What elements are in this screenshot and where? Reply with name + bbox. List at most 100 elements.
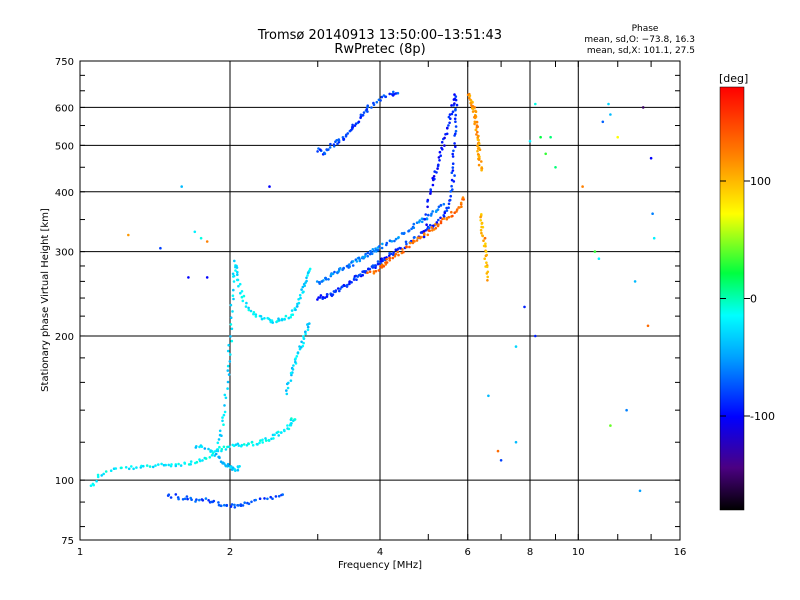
trace-point [294, 308, 297, 312]
trace-point [263, 497, 266, 500]
trace-point [270, 319, 274, 322]
trace-point [344, 135, 348, 138]
trace-point [426, 198, 430, 202]
trace-point [346, 132, 350, 135]
trace-point [240, 443, 244, 447]
trace-point [325, 295, 329, 298]
trace-point [437, 156, 441, 159]
trace-point [211, 452, 215, 455]
trace-point [284, 314, 288, 318]
x-tick-label: 16 [674, 547, 687, 558]
trace-point [476, 149, 479, 153]
trace-point [252, 311, 256, 314]
trace-point [393, 239, 396, 243]
trace-point [222, 445, 226, 449]
trace-point [455, 103, 459, 107]
trace-point [335, 139, 339, 142]
trace-point [449, 194, 453, 198]
scatter-point [514, 440, 518, 444]
trace-point [415, 221, 419, 224]
colorbar-tick-label: -100 [750, 410, 775, 423]
scatter-point [127, 233, 130, 237]
trace-point [401, 248, 404, 251]
trace-point [351, 125, 355, 129]
trace-point [164, 463, 167, 467]
trace-point [210, 449, 213, 453]
trace-point [450, 171, 454, 174]
trace-point [385, 256, 388, 259]
trace-point [408, 229, 411, 232]
trace-point [342, 137, 346, 141]
trace-point [195, 460, 199, 464]
trace-point [451, 188, 454, 191]
trace-point [405, 242, 408, 246]
trace-point [396, 91, 400, 95]
x-tick-label: 4 [377, 547, 383, 558]
trace-point [239, 504, 243, 508]
chart-title: Tromsø 20140913 13:50:00–13:51:43 [257, 28, 502, 43]
trace-point [236, 270, 239, 274]
trace-point [195, 498, 198, 501]
trace-point [468, 96, 471, 100]
scatter-point [638, 489, 642, 493]
trace-point [429, 190, 433, 193]
trace-point [370, 106, 373, 109]
trace-point [418, 219, 422, 222]
trace-point [451, 110, 455, 113]
trace-point [475, 126, 479, 129]
y-tick-label: 200 [55, 332, 74, 343]
trace-point [430, 226, 434, 229]
trace-point [306, 325, 310, 329]
trace-point [236, 468, 240, 472]
trace-point [174, 464, 178, 468]
trace-point [218, 433, 222, 437]
scatter-point [205, 240, 209, 243]
trace-point [238, 282, 242, 286]
trace-point [280, 431, 283, 434]
trace-point [453, 102, 456, 105]
phase-line-x: mean, sd,X: 101.1, 27.5 [587, 46, 695, 56]
trace-point [293, 418, 297, 421]
trace-point [109, 469, 113, 473]
trace-point [365, 108, 369, 111]
trace-point [124, 466, 128, 469]
trace-point [412, 226, 416, 230]
trace-point [226, 387, 229, 390]
trace-point [385, 261, 389, 264]
trace-point [454, 113, 458, 117]
trace-point [454, 125, 458, 128]
trace-point [454, 107, 457, 111]
trace-point [437, 223, 440, 226]
trace-point [267, 438, 271, 442]
trace-point [266, 497, 269, 501]
x-axis-label: Frequency [MHz] [338, 560, 422, 571]
trace-point [427, 213, 430, 217]
trace-point [300, 288, 303, 291]
trace-point [384, 263, 388, 266]
trace-point [432, 175, 436, 178]
scatter-point [487, 394, 490, 398]
trace-point [454, 120, 457, 123]
trace-point [221, 416, 224, 419]
trace-point [480, 168, 483, 172]
y-tick-label: 100 [55, 476, 74, 487]
trace-point [135, 466, 138, 469]
trace-point [226, 364, 230, 368]
trace-point [353, 124, 357, 127]
trace-point [296, 305, 299, 308]
trace-point [388, 92, 392, 96]
trace-point [306, 271, 310, 275]
trace-point [222, 413, 226, 417]
x-tick-label: 2 [227, 547, 233, 558]
trace-point [434, 223, 437, 226]
trace-point [380, 259, 384, 263]
trace-point [231, 310, 234, 313]
trace-point [436, 208, 440, 211]
trace-point [380, 266, 384, 269]
trace-point [483, 257, 487, 261]
scatter-point [534, 102, 537, 106]
trace-point [277, 317, 280, 321]
trace-point [377, 269, 381, 272]
trace-point [366, 104, 370, 107]
trace-point [305, 276, 308, 280]
